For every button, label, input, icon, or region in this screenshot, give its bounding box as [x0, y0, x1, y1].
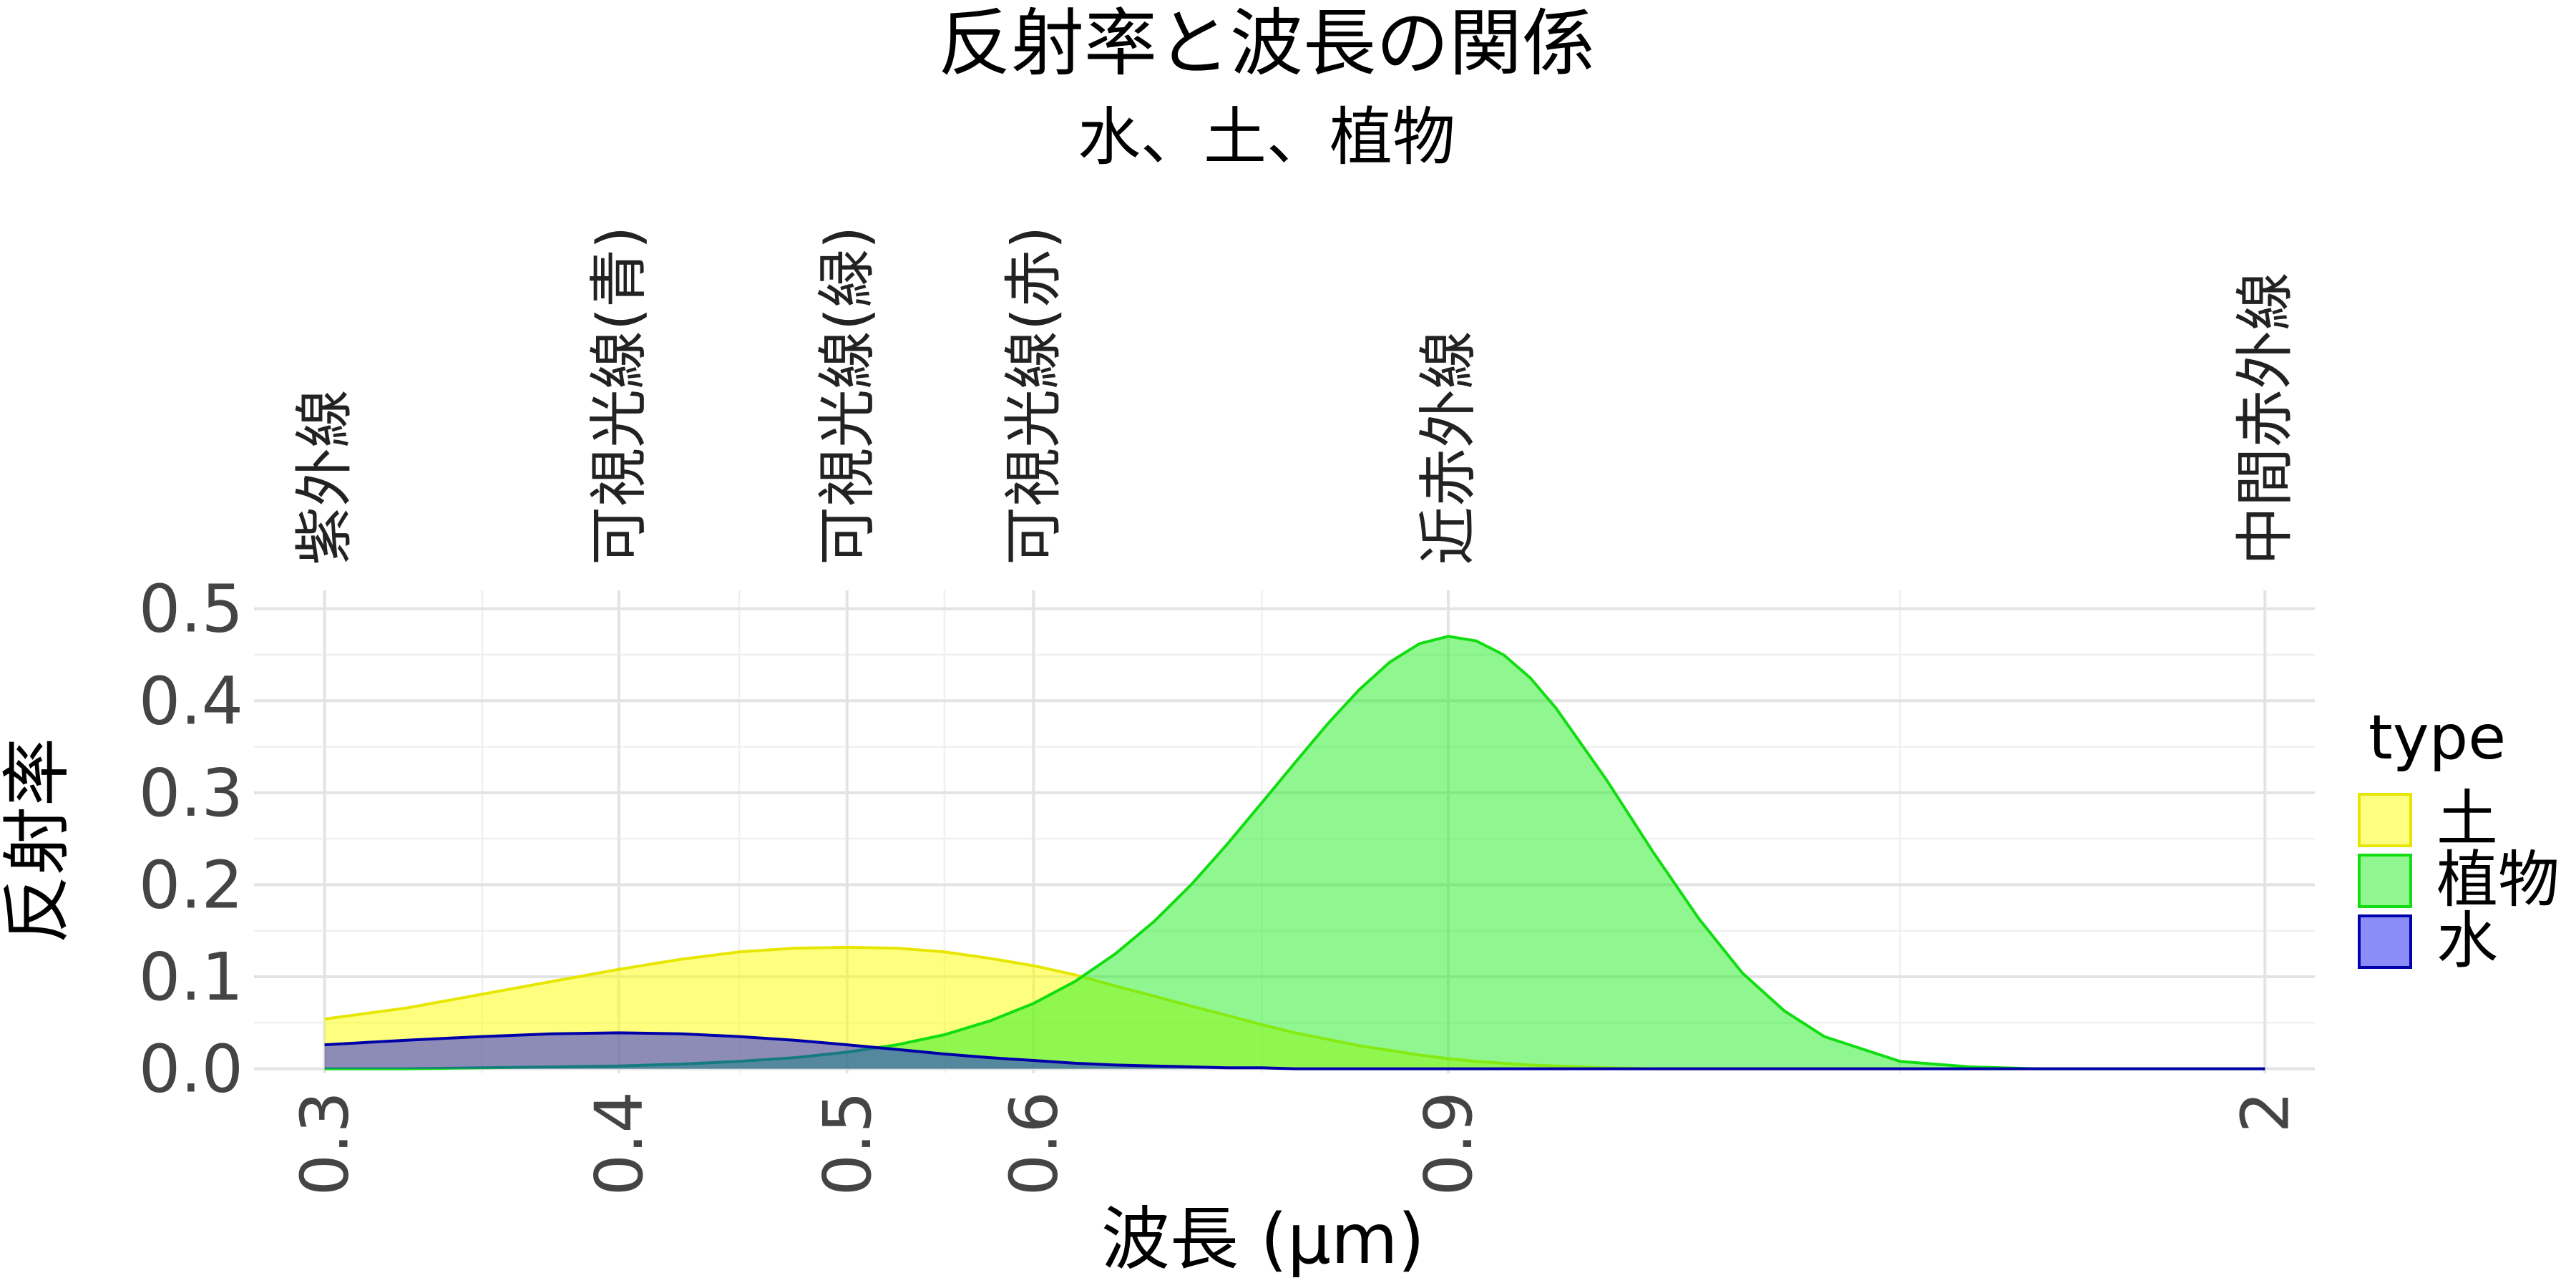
legend-label: 植物	[2436, 844, 2560, 916]
band-label: 可視光線(緑)	[814, 226, 882, 565]
y-tick-label: 0.3	[139, 755, 243, 831]
y-tick-label: 0.4	[139, 663, 243, 739]
x-tick-label: 0.5	[809, 1091, 886, 1196]
area-土	[324, 947, 2265, 1069]
x-tick-label: 2	[2227, 1091, 2303, 1133]
chart-title: 反射率と波長の関係	[938, 1, 1595, 87]
legend-key-土	[2358, 793, 2412, 847]
y-axis-title: 反射率	[0, 738, 77, 944]
x-tick-label: 0.6	[995, 1091, 1072, 1196]
y-tick-label: 0.5	[139, 571, 243, 648]
legend-label: 水	[2436, 905, 2498, 977]
band-label: 近赤外線	[1415, 331, 1483, 565]
y-tick-label: 0.1	[139, 939, 243, 1015]
band-label: 紫外線	[291, 389, 359, 565]
y-axis: 0.0 0.1 0.2 0.3 0.4 0.5	[139, 571, 243, 1108]
x-axis: 0.3 0.4 0.5 0.6 0.9 2	[287, 1091, 2304, 1196]
y-tick-label: 0.0	[139, 1031, 243, 1108]
legend-label: 土	[2436, 784, 2498, 855]
legend-key-水	[2358, 914, 2412, 969]
area-植物	[324, 636, 2265, 1069]
band-label: 中間赤外線	[2231, 272, 2299, 565]
y-tick-label: 0.2	[139, 847, 243, 923]
legend-key-植物	[2358, 854, 2412, 908]
x-tick-label: 0.9	[1410, 1091, 1487, 1196]
legend-title: type	[2368, 702, 2506, 774]
line-水	[324, 1031, 2265, 1070]
x-axis-title: 波長 (μm)	[1101, 1199, 1425, 1279]
x-tick-label: 0.4	[581, 1091, 658, 1196]
x-tick-label: 0.3	[287, 1091, 364, 1196]
band-labels: 紫外線 可視光線(青) 可視光線(緑) 可視光線(赤) 近赤外線 中間赤外線	[291, 226, 2300, 565]
area-series	[324, 635, 2265, 1070]
chart-subtitle: 水、土、植物	[1078, 100, 1455, 174]
band-label: 可視光線(青)	[585, 226, 653, 565]
band-label: 可視光線(赤)	[1000, 226, 1068, 565]
